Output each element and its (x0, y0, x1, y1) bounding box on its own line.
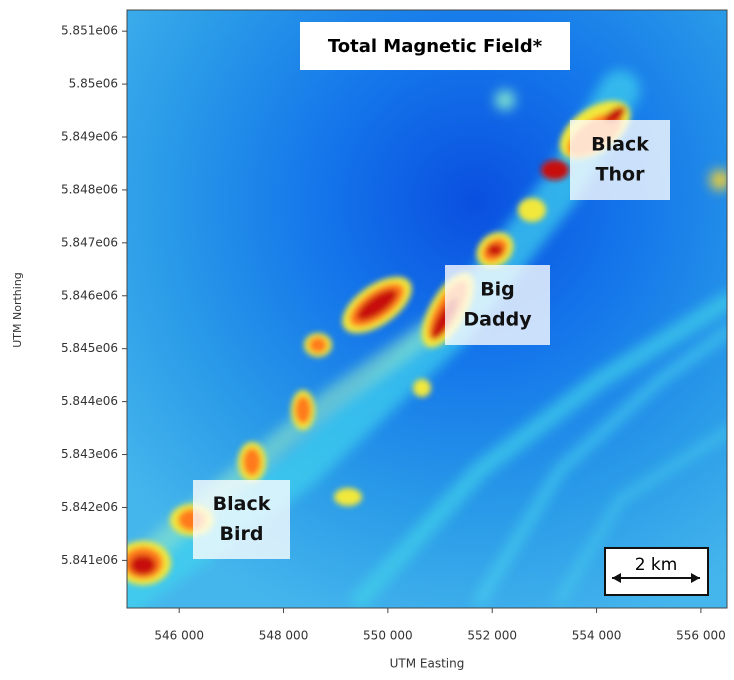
x-tick-label: 546 000 (154, 629, 204, 643)
y-axis-label: UTM Northing (11, 272, 24, 348)
y-tick-label: 5.841e06 (61, 553, 118, 567)
x-tick-label: 554 000 (572, 629, 622, 643)
annotation-box (445, 265, 550, 345)
map-title: Total Magnetic Field* (328, 36, 543, 57)
y-tick-label: 5.844e06 (61, 394, 118, 408)
x-tick-label: 548 000 (259, 629, 309, 643)
scale-bar: 2 km (605, 548, 708, 595)
x-axis-label: UTM Easting (390, 657, 465, 671)
annotation-text: Daddy (463, 309, 532, 331)
y-tick-label: 5.845e06 (61, 341, 118, 355)
scale-bar-label: 2 km (635, 555, 678, 575)
annotation-text: Thor (596, 164, 646, 186)
x-tick-label: 552 000 (467, 629, 517, 643)
annotation-box (193, 480, 290, 559)
y-tick-label: 5.847e06 (61, 235, 118, 249)
map-figure: Total Magnetic Field* UTM Easting UTM No… (0, 0, 734, 676)
y-tick-label: 5.848e06 (61, 182, 118, 196)
x-tick-label: 556 000 (676, 629, 726, 643)
annotation-text: Black (591, 134, 649, 156)
annotation-text: Big (480, 279, 515, 301)
y-tick-label: 5.851e06 (61, 24, 118, 38)
y-tick-label: 5.85e06 (69, 77, 118, 91)
x-tick-label: 550 000 (363, 629, 413, 643)
y-tick-label: 5.846e06 (61, 288, 118, 302)
annotation-text: Black (213, 493, 271, 515)
annotation-text: Bird (220, 523, 264, 545)
y-tick-label: 5.842e06 (61, 500, 118, 514)
y-tick-label: 5.843e06 (61, 447, 118, 461)
y-tick-label: 5.849e06 (61, 130, 118, 144)
annotation-box (570, 120, 670, 200)
